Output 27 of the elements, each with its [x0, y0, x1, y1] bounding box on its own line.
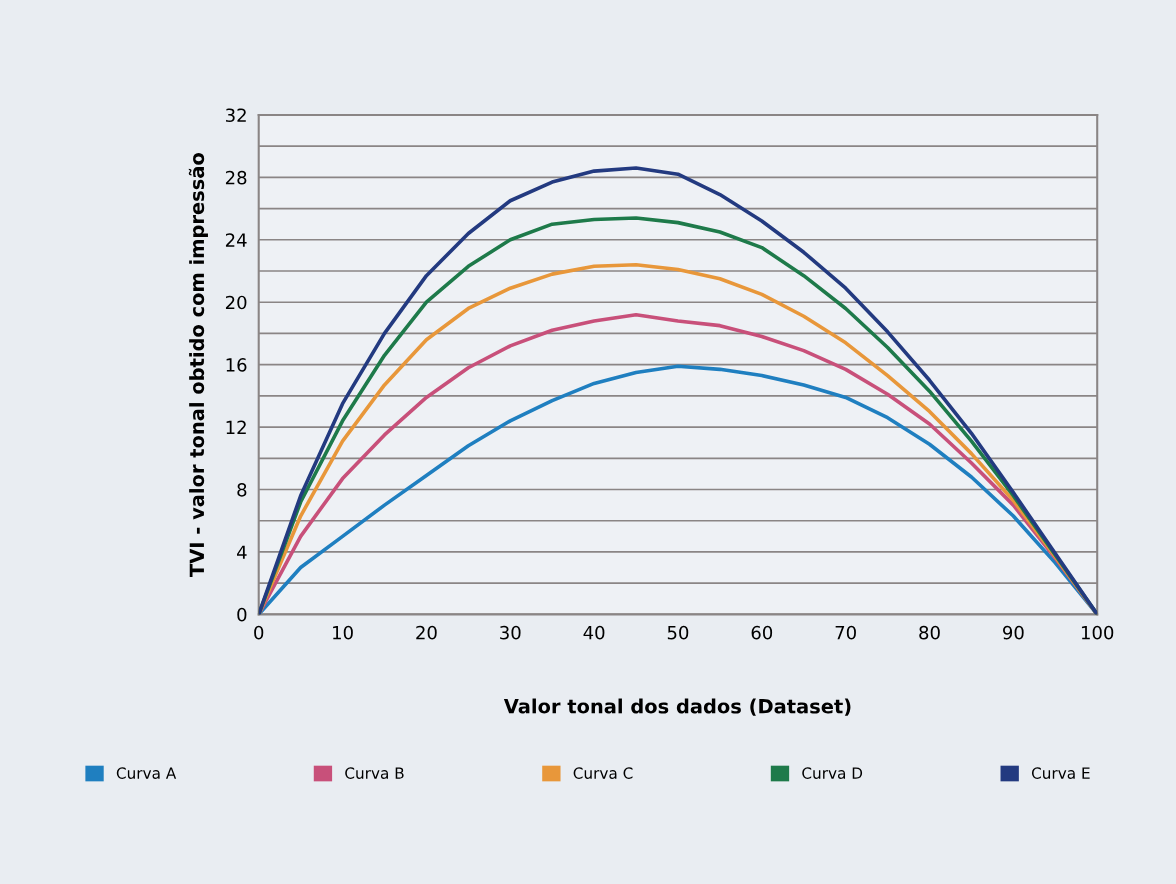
x-tick-label: 0 — [254, 625, 264, 640]
y-tick-label: 4 — [237, 545, 247, 559]
y-tick-label: 20 — [225, 295, 247, 310]
y-tick-label: 28 — [225, 170, 247, 185]
legend-label: Curva E — [1031, 767, 1090, 779]
x-tick-label: 80 — [919, 625, 940, 640]
y-tick-label: 16 — [226, 358, 247, 372]
x-tick-label: 60 — [751, 625, 773, 640]
x-tick-label: 30 — [500, 625, 521, 640]
y-tick-label: 8 — [237, 482, 247, 497]
y-tick-label: 32 — [226, 108, 246, 123]
legend-label: Curva B — [345, 767, 404, 779]
x-tick-label: 10 — [333, 625, 353, 640]
x-tick-label: 90 — [1003, 625, 1024, 640]
legend-label: Curva A — [116, 767, 177, 779]
x-tick-label: 40 — [583, 625, 605, 640]
legend-label: Curva D — [802, 767, 863, 779]
y-tick-label: 12 — [226, 420, 246, 434]
y-tick-label: 24 — [225, 233, 247, 247]
x-tick-label: 100 — [1081, 625, 1114, 640]
x-tick-label: 70 — [835, 625, 856, 640]
x-axis-title: Valor tonal dos dados (Dataset) — [503, 698, 851, 716]
legend-label: Curva C — [573, 767, 633, 779]
y-tick-label: 0 — [237, 607, 247, 622]
x-tick-label: 50 — [667, 625, 689, 640]
x-tick-label: 20 — [416, 625, 437, 640]
y-axis-title: TVI - valor tonal obtido com impressão — [188, 153, 208, 577]
